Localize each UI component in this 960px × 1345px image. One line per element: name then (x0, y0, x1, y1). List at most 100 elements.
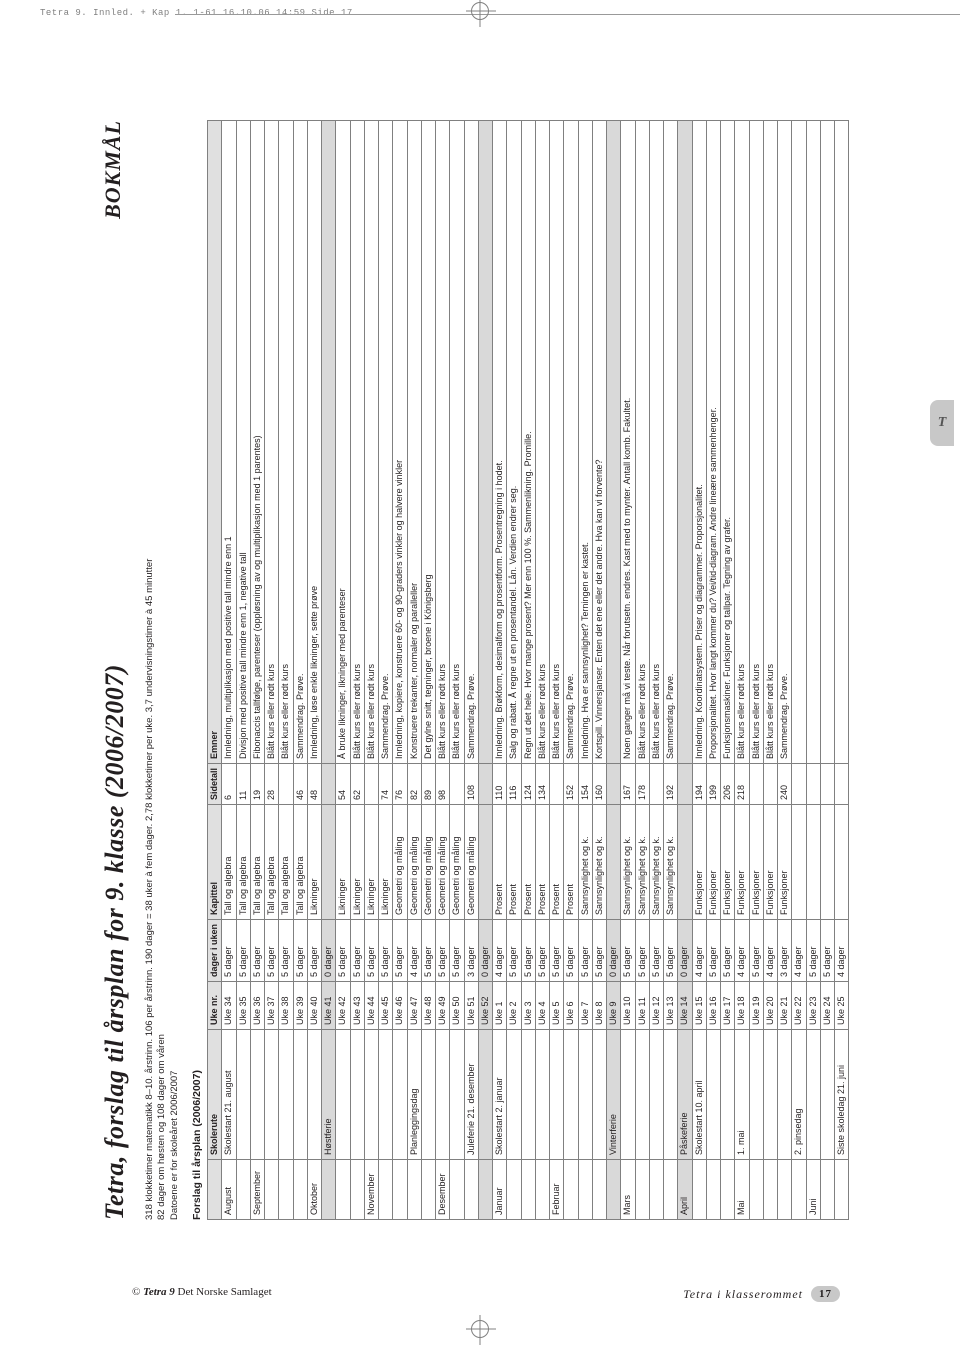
cell-emner: Å bruke likninger, likninger med parente… (336, 121, 350, 764)
cell-uke: Uke 18 (735, 982, 749, 1030)
cell-skolerute: Påskeferie (678, 1030, 692, 1160)
cell-emner: Sammendrag. Prøve. (778, 121, 792, 764)
cell-uke: Uke 48 (421, 982, 435, 1030)
cell-month (507, 1160, 521, 1220)
cell-uke: Uke 8 (592, 982, 606, 1030)
cell-skolerute (635, 1030, 649, 1160)
cell-skolerute (649, 1030, 663, 1160)
cell-dager: 4 dager (835, 920, 849, 982)
table-row: Uke 465 dagerGeometri og måling76Innledn… (393, 121, 407, 1220)
cell-emner: Det gylne snitt, tegninger, broene i Kön… (421, 121, 435, 764)
language-label: BOKMÅL (100, 120, 126, 219)
cell-emner: Innledning, kopiere, konstruere 60- og 9… (393, 121, 407, 764)
cell-emner: Blått kurs eller rødt kurs (279, 121, 293, 764)
cell-skolerute (806, 1030, 820, 1160)
cell-month (649, 1160, 663, 1220)
cell-skolerute (250, 1030, 264, 1160)
cell-kapittel: Tall og algebra (222, 805, 236, 920)
cell-sidetall (835, 763, 849, 804)
cell-kapittel: Geometri og måling (450, 805, 464, 920)
cell-kapittel: Tall og algebra (250, 805, 264, 920)
cell-dager: 5 dager (350, 920, 364, 982)
cell-kapittel: Geometri og måling (421, 805, 435, 920)
cell-dager: 5 dager (436, 920, 450, 982)
cell-kapittel: Sannsynlighet og k. (578, 805, 592, 920)
cell-dager: 5 dager (265, 920, 279, 982)
cell-sidetall: 48 (307, 763, 321, 804)
cell-kapittel: Tall og algebra (279, 805, 293, 920)
cell-kapittel: Likninger (307, 805, 321, 920)
cell-uke: Uke 3 (521, 982, 535, 1030)
cell-dager: 5 dager (336, 920, 350, 982)
cell-uke: Uke 4 (535, 982, 549, 1030)
cell-kapittel: Likninger (379, 805, 393, 920)
cell-sidetall: 108 (464, 763, 478, 804)
cell-sidetall (806, 763, 820, 804)
cell-dager: 5 dager (450, 920, 464, 982)
cell-dager: 5 dager (250, 920, 264, 982)
cell-kapittel: Funksjoner (721, 805, 735, 920)
table-row: Uke 245 dager (820, 121, 834, 1220)
cell-sidetall (649, 763, 663, 804)
cell-month (763, 1160, 777, 1220)
footer-right: Tetra i klasserommet 17 (683, 1286, 840, 1302)
cell-kapittel: Geometri og måling (393, 805, 407, 920)
th-blank (208, 1160, 222, 1220)
cell-sidetall: 28 (265, 763, 279, 804)
cell-kapittel: Geometri og måling (464, 805, 478, 920)
table-row: Juleferie 21. desemberUke 513 dagerGeome… (464, 121, 478, 1220)
cell-skolerute (763, 1030, 777, 1160)
cell-month (792, 1160, 806, 1220)
cell-skolerute (535, 1030, 549, 1160)
cell-sidetall: 178 (635, 763, 649, 804)
cell-skolerute (592, 1030, 606, 1160)
cell-dager: 5 dager (222, 920, 236, 982)
cell-uke: Uke 7 (578, 982, 592, 1030)
table-row: VinterferieUke 90 dager (607, 121, 621, 1220)
copyright-symbol: © (132, 1286, 143, 1298)
cell-emner: Noen ganger må vi teste. Når forutsetn. … (621, 121, 635, 764)
cell-uke: Uke 43 (350, 982, 364, 1030)
cell-kapittel: Prosent (535, 805, 549, 920)
cell-uke: Uke 42 (336, 982, 350, 1030)
table-caption: Forslag til årsplan (2006/2007) (191, 120, 203, 1220)
cell-emner: Proporsjonalitet. Hvor langt kommer du? … (706, 121, 720, 764)
cell-month (835, 1160, 849, 1220)
cell-sidetall: 110 (493, 763, 507, 804)
cell-kapittel: Likninger (350, 805, 364, 920)
cell-kapittel (820, 805, 834, 920)
cell-emner (792, 121, 806, 764)
cell-skolerute (507, 1030, 521, 1160)
cell-uke: Uke 15 (692, 982, 706, 1030)
cell-uke: Uke 39 (293, 982, 307, 1030)
cell-skolerute: Skolestart 21. august (222, 1030, 236, 1160)
cell-sidetall: 76 (393, 763, 407, 804)
cell-emner: Regn ut det hele. Hvor mange prosent? Me… (521, 121, 535, 764)
cell-skolerute (265, 1030, 279, 1160)
cell-month (279, 1160, 293, 1220)
cell-month: Desember (436, 1160, 450, 1220)
cell-emner: Innledning, løse enkle likninger, sette … (307, 121, 321, 764)
table-row: AugustSkolestart 21. augustUke 345 dager… (222, 121, 236, 1220)
cell-month (450, 1160, 464, 1220)
cell-month (664, 1160, 678, 1220)
cell-sidetall: 218 (735, 763, 749, 804)
table-row: Uke 65 dagerProsent152Sammendrag. Prøve. (564, 121, 578, 1220)
cell-kapittel: Prosent (564, 805, 578, 920)
cell-skolerute (336, 1030, 350, 1160)
cell-uke: Uke 5 (550, 982, 564, 1030)
cell-uke: Uke 25 (835, 982, 849, 1030)
table-row: Uke 85 dagerSannsynlighet og k.160Kortsp… (592, 121, 606, 1220)
footer-book-title: Tetra 9 (143, 1286, 175, 1298)
cell-month (635, 1160, 649, 1220)
cell-sidetall: 134 (535, 763, 549, 804)
cell-kapittel: Sannsynlighet og k. (635, 805, 649, 920)
registration-mark-top (471, 2, 489, 20)
table-row: Uke 385 dagerTall og algebraBlått kurs e… (279, 121, 293, 1220)
cell-emner (478, 121, 492, 764)
cell-skolerute (436, 1030, 450, 1160)
cell-dager: 0 dager (478, 920, 492, 982)
cell-uke: Uke 17 (721, 982, 735, 1030)
cell-emner (322, 121, 336, 764)
cell-dager: 5 dager (749, 920, 763, 982)
